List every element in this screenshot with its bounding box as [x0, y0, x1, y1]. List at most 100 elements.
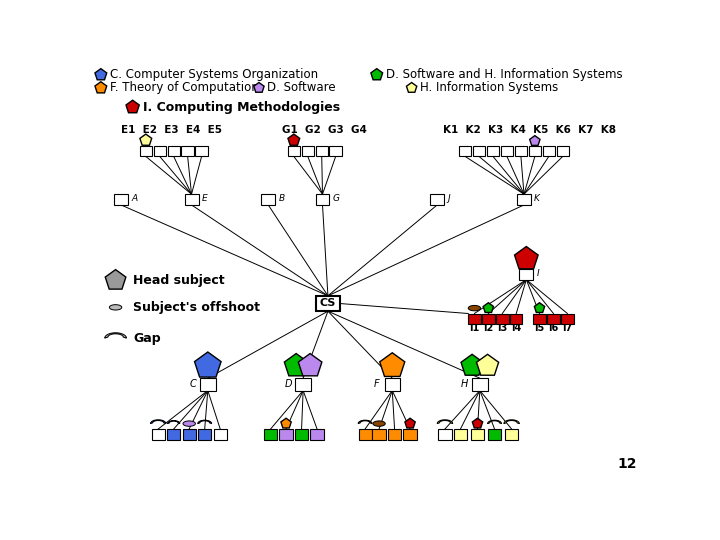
Text: I3: I3 [498, 323, 508, 333]
Bar [372, 429, 386, 440]
Bar [315, 194, 330, 205]
Polygon shape [194, 352, 221, 377]
Polygon shape [472, 418, 482, 428]
Text: A: A [131, 194, 138, 203]
Polygon shape [477, 354, 499, 375]
Text: F. Theory of Computation: F. Theory of Computation [110, 82, 259, 94]
Bar [295, 378, 311, 390]
Bar [403, 429, 417, 440]
Bar [287, 146, 300, 156]
Text: F: F [374, 379, 379, 389]
Bar [528, 146, 541, 156]
Polygon shape [288, 134, 300, 145]
Bar [279, 429, 292, 440]
Text: I: I [536, 269, 539, 278]
Polygon shape [150, 420, 166, 423]
Polygon shape [95, 82, 107, 93]
Bar [496, 314, 508, 324]
Bar [561, 314, 574, 324]
Bar [487, 146, 499, 156]
Bar [438, 429, 451, 440]
Bar [519, 269, 534, 280]
Bar [315, 146, 328, 156]
Bar [168, 146, 180, 156]
Text: D: D [284, 379, 292, 389]
Polygon shape [379, 353, 405, 376]
Polygon shape [140, 134, 152, 145]
Polygon shape [487, 420, 502, 423]
Polygon shape [358, 420, 372, 423]
Bar [500, 146, 513, 156]
Bar [534, 314, 546, 324]
Bar [261, 194, 275, 205]
Polygon shape [105, 269, 126, 289]
Text: I1: I1 [469, 323, 480, 333]
Polygon shape [504, 420, 519, 423]
Bar [468, 314, 481, 324]
Bar [359, 429, 372, 440]
Text: K1  K2  K3  K4  K5  K6  K7  K8: K1 K2 K3 K4 K5 K6 K7 K8 [443, 125, 616, 134]
Text: H: H [462, 379, 469, 389]
Text: I. Computing Methodologies: I. Computing Methodologies [143, 100, 340, 113]
Bar [114, 194, 128, 205]
Text: H. Information Systems: H. Information Systems [420, 82, 559, 94]
Bar [264, 429, 277, 440]
Text: E1  E2  E3  E4  E5: E1 E2 E3 E4 E5 [121, 125, 222, 134]
Text: I2: I2 [483, 323, 493, 333]
Text: C. Computer Systems Organization: C. Computer Systems Organization [110, 68, 318, 82]
Ellipse shape [183, 421, 195, 426]
Bar [388, 429, 401, 440]
Text: J: J [447, 194, 450, 203]
Text: G1  G2  G3  G4: G1 G2 G3 G4 [282, 125, 367, 134]
Polygon shape [534, 303, 544, 313]
Text: B: B [279, 194, 284, 203]
Bar [505, 429, 518, 440]
Bar [198, 429, 211, 440]
Bar [471, 429, 484, 440]
Text: I6: I6 [549, 323, 559, 333]
Text: CS: CS [320, 299, 336, 308]
Bar [214, 429, 227, 440]
Ellipse shape [109, 305, 122, 310]
Polygon shape [198, 420, 212, 423]
Bar [302, 146, 314, 156]
Bar [543, 146, 555, 156]
Bar [454, 429, 467, 440]
Bar [316, 296, 340, 311]
Bar [184, 194, 199, 205]
Text: I4: I4 [511, 323, 521, 333]
Text: 12: 12 [618, 457, 637, 471]
Bar [140, 146, 152, 156]
Polygon shape [298, 354, 322, 376]
Polygon shape [461, 354, 483, 375]
Bar [510, 314, 523, 324]
Bar [310, 429, 324, 440]
Text: C: C [189, 379, 196, 389]
Polygon shape [168, 421, 180, 423]
Polygon shape [95, 69, 107, 80]
Bar [517, 194, 531, 205]
Text: Subject's offshoot: Subject's offshoot [133, 301, 261, 314]
Bar [488, 429, 501, 440]
Bar [195, 146, 208, 156]
Polygon shape [437, 420, 453, 423]
Text: Gap: Gap [133, 332, 161, 345]
Text: D. Software: D. Software [267, 82, 336, 94]
Bar [181, 146, 194, 156]
Polygon shape [483, 303, 493, 313]
Text: G: G [333, 194, 340, 203]
Bar [330, 146, 342, 156]
Bar [482, 314, 495, 324]
Bar [515, 146, 527, 156]
Polygon shape [371, 69, 382, 80]
Polygon shape [104, 333, 127, 338]
Polygon shape [284, 354, 308, 376]
Polygon shape [281, 418, 291, 428]
Bar [459, 146, 472, 156]
Bar [473, 146, 485, 156]
Bar [200, 378, 215, 390]
Ellipse shape [373, 421, 385, 426]
Bar [431, 194, 444, 205]
Bar [547, 314, 559, 324]
Bar [384, 378, 400, 390]
